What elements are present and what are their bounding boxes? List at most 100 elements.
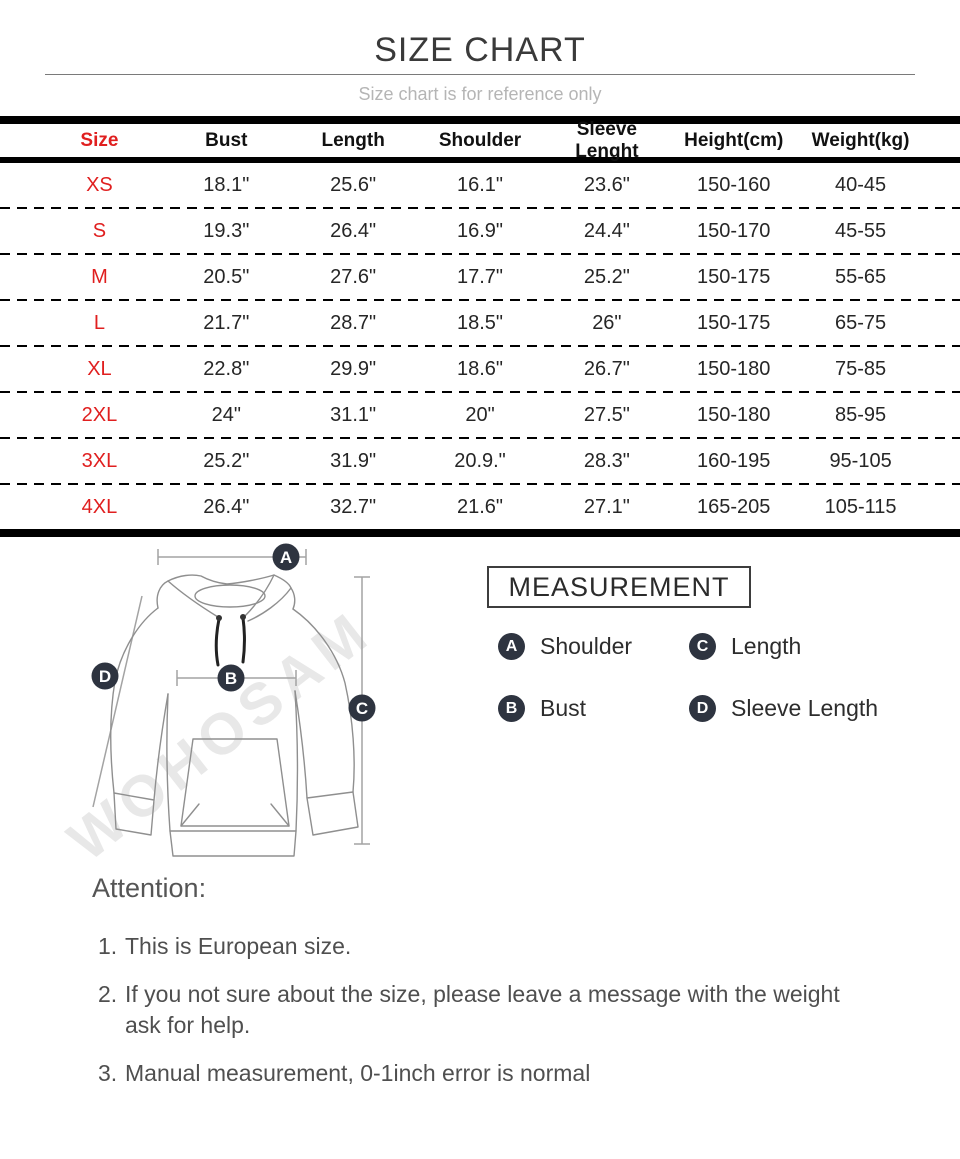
attention-item-text: If you not sure about the size, please l… bbox=[125, 981, 840, 1038]
table-cell: 20.5" bbox=[203, 265, 250, 288]
table-cell: 150-180 bbox=[697, 403, 771, 426]
size-cell: S bbox=[92, 219, 107, 242]
table-cell: 20" bbox=[465, 403, 495, 426]
table-cell: 29.9" bbox=[330, 357, 377, 380]
table-cell: 32.7" bbox=[330, 495, 377, 518]
row-divider bbox=[0, 207, 960, 209]
row-divider bbox=[0, 483, 960, 485]
marker-a: A bbox=[280, 548, 292, 567]
table-cell: 18.5" bbox=[456, 311, 504, 334]
table-row: XL 22.8" 29.9" 18.6" 26.7" 150-180 75-85 bbox=[0, 347, 960, 391]
table-cell: 17.7" bbox=[456, 265, 504, 288]
legend-badge-b: B bbox=[498, 695, 525, 722]
page-subtitle: Size chart is for reference only bbox=[358, 84, 602, 104]
table-cell: 23.6" bbox=[583, 173, 630, 196]
size-table-header: Size Bust Length Shoulder Sleeve Lenght … bbox=[0, 119, 960, 163]
table-row: 4XL 26.4" 32.7" 21.6" 27.1" 165-205 105-115 bbox=[0, 485, 960, 529]
table-cell: 31.9" bbox=[330, 449, 377, 472]
table-cell: 18.6" bbox=[456, 357, 504, 380]
legend-label: Bust bbox=[540, 695, 587, 721]
eyelet bbox=[240, 614, 246, 620]
table-cell: 25.6" bbox=[330, 173, 377, 196]
row-divider bbox=[0, 391, 960, 393]
table-cell: 28.7" bbox=[330, 311, 377, 334]
table-cell: 28.3" bbox=[583, 449, 630, 472]
measurement-legend: A Shoulder C Length B Bust D Sleeve Leng… bbox=[498, 633, 878, 722]
column-header-height: Height(cm) bbox=[684, 129, 784, 151]
table-cell: 20.9." bbox=[454, 449, 506, 472]
table-cell: 65-75 bbox=[835, 311, 887, 334]
legend-badge-c: C bbox=[689, 633, 716, 660]
attention-heading: Attention: bbox=[92, 873, 207, 903]
measurement-section: WOHOSAM bbox=[0, 537, 960, 870]
size-cell: 2XL bbox=[81, 403, 118, 426]
column-header-bust: Bust bbox=[205, 129, 248, 151]
marker-d: D bbox=[99, 667, 111, 686]
attention-item-number: 2. bbox=[98, 981, 118, 1007]
legend-item-length: C Length bbox=[689, 633, 878, 660]
hoodie-diagram: WOHOSAM bbox=[56, 543, 384, 869]
column-header-sleeve-length: Sleeve Lenght bbox=[575, 118, 639, 162]
table-cell: 22.8" bbox=[203, 357, 250, 380]
table-cell: 16.9" bbox=[456, 219, 504, 242]
size-table: Size Bust Length Shoulder Sleeve Lenght … bbox=[0, 116, 960, 537]
size-cell: XL bbox=[87, 357, 112, 380]
column-header-shoulder: Shoulder bbox=[438, 129, 522, 151]
table-cell: 160-195 bbox=[697, 449, 771, 472]
table-cell: 165-205 bbox=[697, 495, 771, 518]
page-title: SIZE CHART bbox=[374, 31, 586, 69]
table-cell: 150-170 bbox=[697, 219, 771, 242]
legend-badge-a: A bbox=[498, 633, 525, 660]
table-row: 2XL 24" 31.1" 20" 27.5" 150-180 85-95 bbox=[0, 393, 960, 437]
table-cell: 150-180 bbox=[697, 357, 771, 380]
table-cell: 150-175 bbox=[697, 265, 771, 288]
table-cell: 21.7" bbox=[203, 311, 250, 334]
table-row: M 20.5" 27.6" 17.7" 25.2" 150-175 55-65 bbox=[0, 255, 960, 299]
table-cell: 26" bbox=[592, 311, 622, 334]
marker-c: C bbox=[356, 699, 368, 718]
legend-label: Sleeve Length bbox=[731, 695, 879, 721]
table-cell: 105-115 bbox=[824, 495, 897, 518]
table-cell: 27.6" bbox=[330, 265, 377, 288]
size-cell: L bbox=[93, 311, 105, 334]
drawstrings bbox=[214, 616, 246, 667]
legend-badge-d: D bbox=[689, 695, 716, 722]
table-cell: 45-55 bbox=[835, 219, 887, 242]
table-cell: 25.2" bbox=[583, 265, 630, 288]
table-cell: 31.1" bbox=[330, 403, 377, 426]
eyelet bbox=[216, 615, 222, 621]
size-cell: 4XL bbox=[81, 495, 118, 518]
table-cell: 27.1" bbox=[583, 495, 630, 518]
legend-label: Length bbox=[731, 633, 802, 659]
title-divider bbox=[45, 74, 915, 75]
table-cell: 40-45 bbox=[835, 173, 887, 196]
table-cell: 18.1" bbox=[203, 173, 250, 196]
table-row: XS 18.1" 25.6" 16.1" 23.6" 150-160 40-45 bbox=[0, 163, 960, 207]
attention-item-number: 1. bbox=[98, 933, 118, 959]
attention-item-2: 2. If you not sure about the size, pleas… bbox=[92, 979, 960, 1041]
size-cell: 3XL bbox=[81, 449, 118, 472]
attention-item-3: 3. Manual measurement, 0-1inch error is … bbox=[92, 1058, 960, 1089]
table-row: 3XL 25.2" 31.9" 20.9." 28.3" 160-195 95-105 bbox=[0, 439, 960, 483]
watermark-text: WOHOSAM bbox=[56, 598, 383, 869]
column-header-weight: Weight(kg) bbox=[811, 129, 910, 151]
table-cell: 75-85 bbox=[835, 357, 887, 380]
table-cell: 27.5" bbox=[583, 403, 630, 426]
table-row: L 21.7" 28.7" 18.5" 26" 150-175 65-75 bbox=[0, 301, 960, 345]
legend-item-bust: B Bust bbox=[498, 695, 689, 722]
table-cell: 26.4" bbox=[330, 219, 377, 242]
legend-item-sleeve-length: D Sleeve Length bbox=[689, 695, 878, 722]
legend-item-shoulder: A Shoulder bbox=[498, 633, 689, 660]
row-divider bbox=[0, 299, 960, 301]
marker-badges: A B C D bbox=[91, 543, 376, 722]
attention-section: Attention: 1. This is European size. 2. … bbox=[92, 873, 960, 1089]
table-cell: 26.4" bbox=[203, 495, 250, 518]
table-cell: 150-175 bbox=[697, 311, 771, 334]
table-cell: 16.1" bbox=[456, 173, 504, 196]
marker-b: B bbox=[225, 669, 237, 688]
size-cell: XS bbox=[86, 173, 113, 196]
row-divider bbox=[0, 437, 960, 439]
table-cell: 25.2" bbox=[203, 449, 250, 472]
row-divider bbox=[0, 345, 960, 347]
row-divider bbox=[0, 253, 960, 255]
